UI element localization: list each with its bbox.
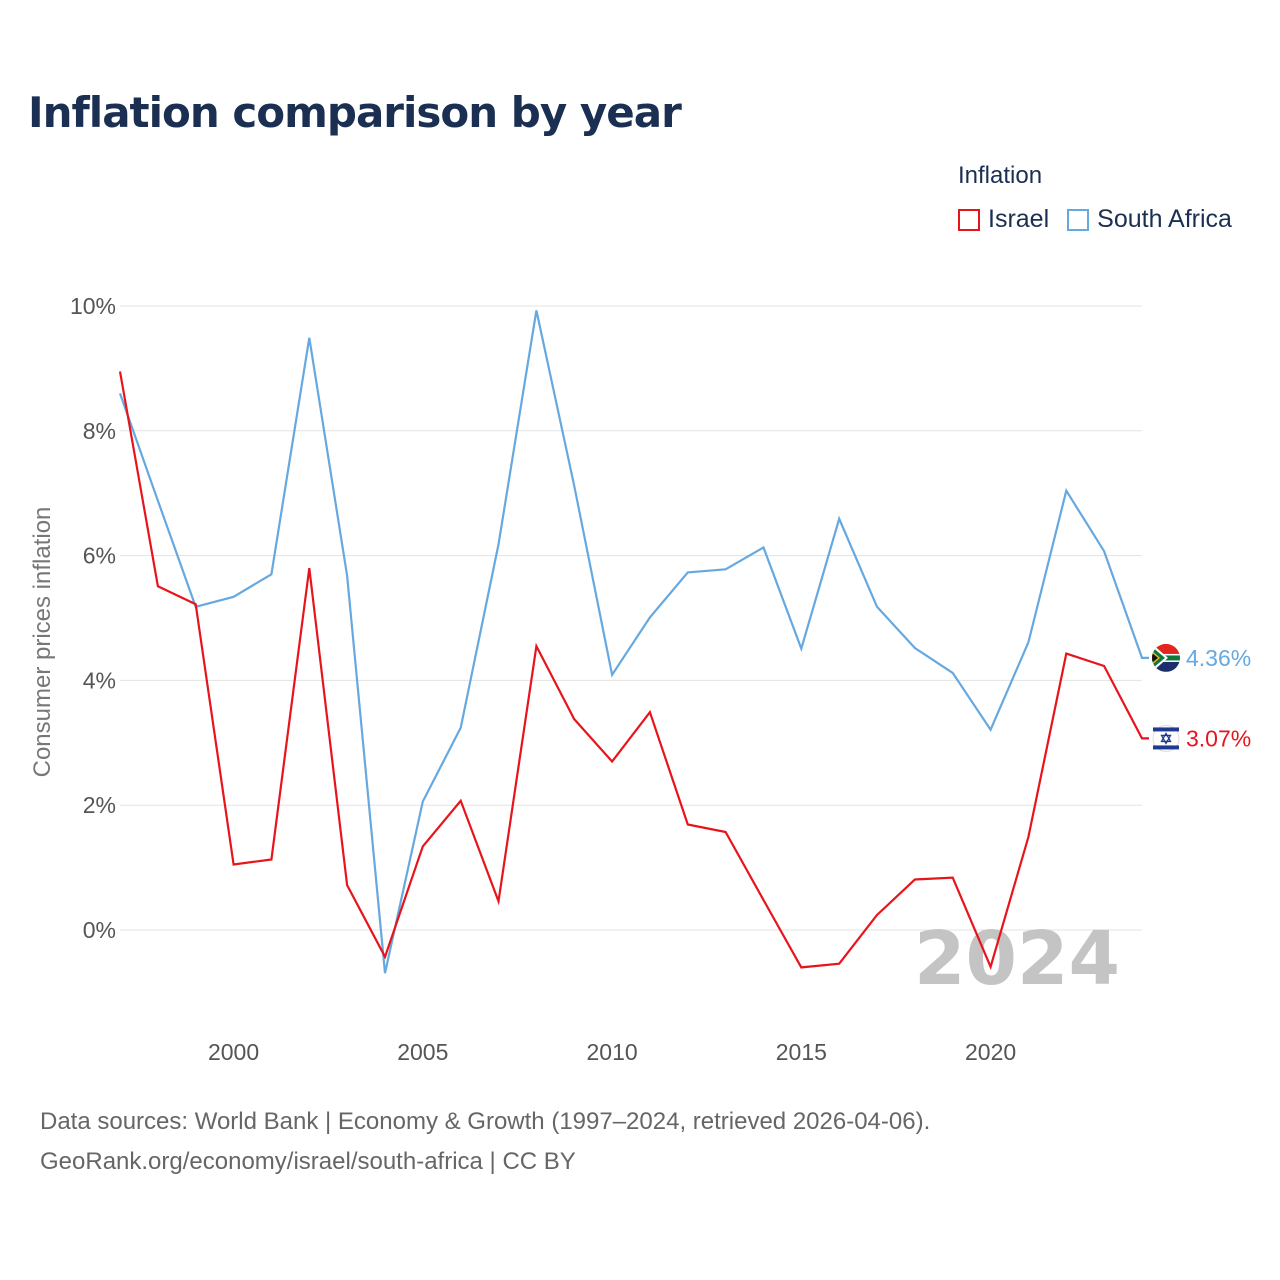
x-tick-label: 2000 [208,1039,259,1065]
x-tick-label: 2010 [586,1039,637,1065]
y-tick-label: 6% [83,543,116,569]
y-tick-label: 0% [83,917,116,943]
x-tick-label: 2005 [397,1039,448,1065]
chart-title: Inflation comparison by year [28,88,682,137]
series-line-israel[interactable] [118,371,1149,971]
legend-title: Inflation [958,162,1043,189]
gridlines [120,305,1142,931]
y-tick-label: 10% [70,293,116,319]
series-line-south-africa[interactable] [118,310,1149,974]
end-label-israel: 3.07% [1186,725,1251,751]
year-watermark: 2024 [914,916,1120,1002]
y-tick-label: 2% [83,792,116,818]
israel-flag-icon [1152,724,1180,752]
south-africa-flag-icon [1152,643,1180,672]
end-labels: 3.07% 4.36% [1152,643,1251,752]
legend-item-south-africa[interactable]: South Africa [1067,205,1232,234]
footer-sources: Data sources: World Bank | Economy & Gro… [40,1108,931,1135]
y-axis: 0% 2% 4% 6% 8% 10% [70,293,116,943]
legend-swatch-israel [958,208,980,231]
y-tick-label: 4% [83,667,116,693]
legend: Israel South Africa [958,205,1232,234]
y-tick-label: 8% [83,418,116,444]
legend-label-israel: Israel [988,205,1050,233]
legend-label-south-africa: South Africa [1097,205,1232,233]
footer-credit[interactable]: GeoRank.org/economy/israel/south-africa … [40,1148,576,1175]
x-tick-label: 2015 [776,1039,827,1065]
x-tick-label: 2020 [965,1039,1016,1065]
legend-item-israel[interactable]: Israel [958,205,1049,234]
legend-swatch-south-africa [1067,208,1090,231]
end-label-south-africa: 4.36% [1186,645,1251,671]
x-axis: 2000 2005 2010 2015 2020 [208,1039,1016,1065]
series-lines [118,310,1149,974]
y-axis-label: Consumer prices inflation [29,507,56,778]
